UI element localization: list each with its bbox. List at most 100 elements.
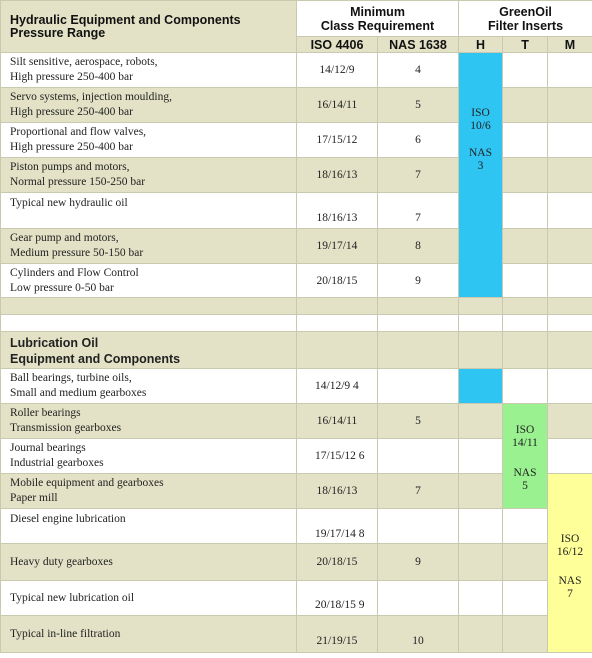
filter-h-iso-label: ISO: [471, 107, 490, 119]
lub-row-2-iso: 16/14/11: [296, 403, 378, 439]
hyd-row-2-desc: Servo systems, injection moulding, High …: [0, 87, 297, 123]
hyd-row-1-m: [547, 52, 592, 88]
lub-row-3-line1: Journal bearings: [10, 442, 86, 454]
lub-row-4-line1: Mobile equipment and gearboxes: [10, 477, 164, 489]
lub-row-8-line1: Typical in-line filtration: [10, 627, 121, 640]
hyd-row-5-line1: Typical new hydraulic oil: [10, 197, 128, 209]
hyd-row-2-m: [547, 87, 592, 123]
lub-title-iso: [296, 331, 378, 369]
lub-row-3-m: [547, 438, 592, 474]
lub-row-3-nas: [376, 438, 460, 474]
lub-row-3-iso: 17/15/12 6: [296, 438, 378, 474]
header-filter-inserts: GreenOil Filter Inserts: [458, 0, 592, 37]
lub-row-4-iso: 18/16/13: [296, 473, 378, 509]
lub-row-4-nas: 7: [376, 473, 460, 509]
header-iso-4406: ISO 4406: [296, 36, 378, 53]
lub-row-8-nas: 10: [376, 615, 460, 653]
hyd-row-1-t: [502, 52, 549, 88]
header-equipment-line2: Pressure Range: [10, 25, 106, 40]
lub-row-1-m: [547, 368, 592, 404]
spacer-1-h: [458, 297, 504, 315]
spacer-1-m: [547, 297, 592, 315]
lub-row-5-nas: [376, 508, 460, 544]
hyd-row-2-iso: 16/14/11: [296, 87, 378, 123]
hyd-row-7-t: [502, 263, 549, 298]
hyd-row-4-iso: 18/16/13: [296, 157, 378, 193]
hyd-row-5-t: [502, 192, 549, 229]
spacer-1-desc: [0, 297, 297, 315]
lub-row-2-line1: Roller bearings: [10, 407, 81, 419]
filter-t-iso-label: ISO: [515, 424, 535, 436]
lub-title-nas: [376, 331, 460, 369]
hyd-row-5-iso: 18/16/13: [296, 192, 378, 229]
lubrication-section-title: Lubrication Oil Equipment and Components: [0, 331, 297, 369]
header-class-requirement: Minimum Class Requirement: [295, 0, 460, 37]
lub-row-5-h: [458, 508, 504, 544]
hyd-row-3-m: [547, 122, 592, 158]
hyd-row-6-desc: Gear pump and motors, Medium pressure 50…: [0, 228, 297, 264]
lub-row-6-h: [458, 543, 504, 581]
lub-row-5-iso: 19/17/14 8: [296, 508, 378, 544]
lub-row-3-line2: Industrial gearboxes: [10, 457, 104, 469]
lub-row-7-desc: Typical new lubrication oil: [0, 580, 297, 616]
spacer-2-t: [502, 314, 549, 332]
lub-row-7-iso: 20/18/15 9: [296, 580, 378, 616]
filter-m-iso-value: 16/12: [556, 546, 584, 558]
spacer-1-iso: [296, 297, 378, 315]
hyd-row-4-desc: Piston pumps and motors, Normal pressure…: [0, 157, 297, 193]
hyd-row-2-t: [502, 87, 549, 123]
filter-m-nas-value: 7: [567, 588, 573, 600]
lub-row-2-m: [547, 403, 592, 439]
hyd-row-3-t: [502, 122, 549, 158]
lub-row-7-h: [458, 580, 504, 616]
header-m: M: [547, 36, 592, 53]
filter-m-iso-label: ISO: [560, 533, 580, 545]
lub-row-4-line2: Paper mill: [10, 492, 58, 504]
hyd-row-4-line1: Piston pumps and motors,: [10, 161, 130, 173]
filter-h-cell: ISO 10/6 NAS 3: [458, 52, 504, 298]
filter-t-nas-value: 5: [522, 480, 528, 492]
lub-row-1-desc: Ball bearings, turbine oils, Small and m…: [0, 368, 297, 404]
hyd-row-2-nas: 5: [376, 87, 460, 123]
spacer-2-nas: [376, 314, 460, 332]
header-filter-line1: GreenOil: [499, 4, 552, 19]
lub-row-1-h-filter: [458, 368, 504, 404]
lub-title-h: [458, 331, 504, 369]
hyd-row-4-nas: 7: [376, 157, 460, 193]
lub-title-t: [502, 331, 549, 369]
hyd-row-3-line1: Proportional and flow valves,: [10, 126, 147, 138]
lub-row-8-h: [458, 615, 504, 653]
hyd-row-3-line2: High pressure 250-400 bar: [10, 141, 133, 153]
lub-row-1-line2: Small and medium gearboxes: [10, 387, 147, 399]
hyd-row-7-iso: 20/18/15: [296, 263, 378, 298]
hyd-row-7-line1: Cylinders and Flow Control: [10, 266, 139, 279]
header-filter-line2: Filter Inserts: [488, 18, 564, 33]
spacer-2-iso: [296, 314, 378, 332]
spacer-1-t: [502, 297, 549, 315]
header-h: H: [458, 36, 504, 53]
hyd-row-6-line2: Medium pressure 50-150 bar: [10, 247, 144, 259]
header-t: T: [502, 36, 549, 53]
hyd-row-3-nas: 6: [376, 122, 460, 158]
lub-row-2-desc: Roller bearings Transmission gearboxes: [0, 403, 297, 439]
lub-row-7-line1: Typical new lubrication oil: [10, 591, 135, 604]
filter-t-iso-value: 14/11: [512, 437, 538, 449]
filter-h-nas-label: NAS: [469, 147, 493, 159]
lub-row-7-t: [502, 580, 549, 616]
lub-row-8-iso: 21/19/15: [296, 615, 378, 653]
hyd-row-3-iso: 17/15/12: [296, 122, 378, 158]
header-nas-1638: NAS 1638: [376, 36, 460, 53]
spacer-2-m: [547, 314, 592, 332]
filter-h-iso-value: 10/6: [470, 120, 491, 132]
lub-row-6-nas: 9: [376, 543, 460, 581]
lub-row-4-h: [458, 473, 504, 509]
lub-row-7-nas: [376, 580, 460, 616]
lub-row-6-t: [502, 543, 549, 581]
lub-row-3-h: [458, 438, 504, 474]
hyd-row-6-m: [547, 228, 592, 264]
lub-row-8-desc: Typical in-line filtration: [0, 615, 297, 653]
hyd-row-2-line2: High pressure 250-400 bar: [10, 106, 133, 118]
lub-row-6-line1: Heavy duty gearboxes: [10, 555, 113, 568]
filter-h-nas-value: 3: [477, 160, 484, 172]
